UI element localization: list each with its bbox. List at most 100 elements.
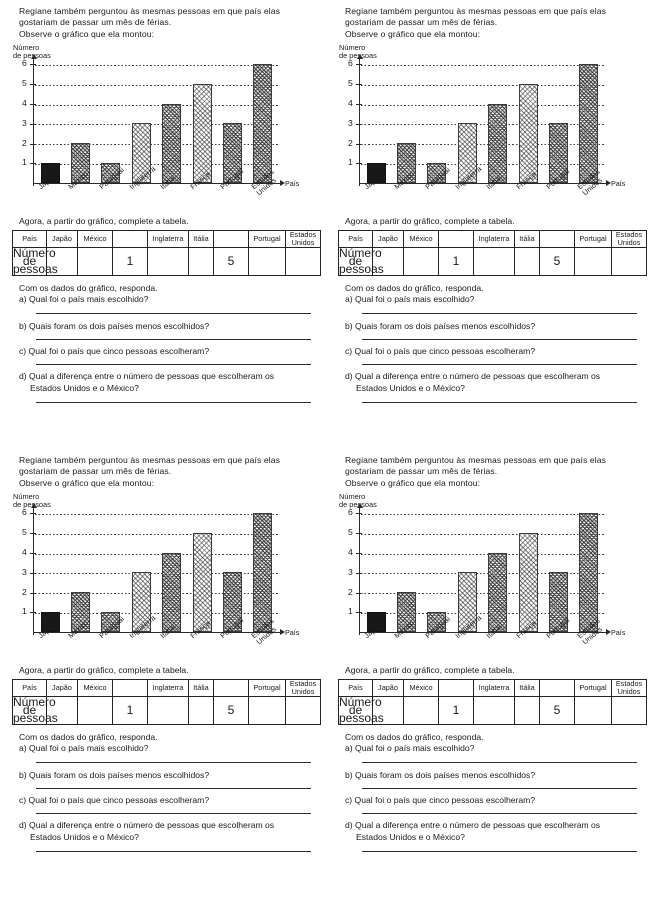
table-blank-cell[interactable] [147, 246, 189, 276]
y-tick-mark [30, 572, 36, 574]
completion-table: País Japão México Inglaterra Itália Portugal E… [338, 678, 647, 725]
answer-line[interactable] [362, 401, 637, 403]
table-header-row: País Japão México Inglaterra Itália Portugal E… [12, 678, 321, 697]
table-filled-cell[interactable]: 5 [213, 246, 249, 276]
y-axis [356, 53, 363, 186]
table-blank-cell[interactable] [147, 695, 189, 725]
y-tick-mark [30, 104, 36, 106]
table-blank-cell[interactable] [77, 246, 113, 276]
table-header-cell: Inglaterra [473, 678, 515, 697]
table-blank-cell[interactable] [473, 695, 515, 725]
table-header-cell [213, 678, 249, 697]
table-blank-cell[interactable] [188, 695, 214, 725]
plot-area: País 1 2 3 4 5 6 [348, 502, 625, 637]
question-text-continuation: Estados Unidos e o México? [30, 382, 139, 393]
answer-line[interactable] [36, 761, 311, 763]
question-block: d) Qual a diferença entre o número de pe… [19, 820, 323, 852]
y-axis-label-line-1: Número [339, 42, 366, 52]
y-tick-mark [30, 143, 36, 145]
y-tick-label: 4 [348, 547, 353, 558]
y-axis-label-line-1: Número [339, 491, 366, 501]
y-tick-mark [356, 64, 362, 66]
table-header-cell [112, 229, 148, 248]
questions-list: a) Qual foi o país mais escolhido? b) Qua… [345, 294, 649, 403]
answer-line[interactable] [362, 850, 637, 852]
answer-line[interactable] [362, 364, 637, 366]
table-blank-cell[interactable] [611, 695, 647, 725]
table-filled-cell[interactable]: 5 [539, 695, 575, 725]
table-header-cell [213, 229, 249, 248]
table-filled-cell[interactable]: 1 [438, 695, 474, 725]
bar-itália [488, 103, 508, 183]
table-header-cell: Japão [46, 229, 78, 248]
gridline [361, 533, 604, 535]
table-blank-cell[interactable] [514, 246, 540, 276]
gridline [361, 64, 604, 66]
table-blank-cell[interactable] [285, 695, 321, 725]
table-blank-cell[interactable] [372, 695, 404, 725]
y-tick-label: 1 [348, 157, 353, 168]
answer-line[interactable] [362, 788, 637, 790]
answer-line[interactable] [36, 364, 311, 366]
bar-inglaterra [457, 572, 477, 632]
table-blank-cell[interactable] [188, 246, 214, 276]
table-filled-cell[interactable]: 5 [213, 695, 249, 725]
table-blank-cell[interactable] [77, 695, 113, 725]
table-header-row: País Japão México Inglaterra Itália Portugal E… [12, 229, 321, 248]
gridline [361, 84, 604, 86]
intro-line-2: gostariam de passar um mês de férias. [19, 17, 172, 28]
table-blank-cell[interactable] [514, 695, 540, 725]
intro-line-1: Regiane também perguntou às mesmas pesso… [19, 455, 280, 465]
bar-itália [488, 552, 508, 632]
y-tick-label: 2 [22, 586, 27, 597]
gridline [361, 124, 604, 126]
answer-line[interactable] [362, 761, 637, 763]
bar-méxico [71, 143, 91, 183]
y-tick-mark [30, 592, 36, 594]
table-filled-cell[interactable]: 1 [438, 246, 474, 276]
answer-line[interactable] [362, 312, 637, 314]
gridline [35, 612, 278, 614]
table-blank-cell[interactable] [473, 246, 515, 276]
questions-section: Com os dados do gráfico, responda. a) Qu… [329, 732, 649, 852]
answer-line[interactable] [362, 813, 637, 815]
gridline [35, 513, 278, 515]
table-filled-cell[interactable]: 1 [112, 246, 148, 276]
answer-line[interactable] [36, 312, 311, 314]
y-tick-mark [30, 123, 36, 125]
table-blank-cell[interactable] [574, 246, 612, 276]
table-blank-cell[interactable] [611, 246, 647, 276]
table-blank-cell[interactable] [248, 246, 286, 276]
answer-line[interactable] [36, 339, 311, 341]
table-blank-cell[interactable] [285, 246, 321, 276]
table-blank-cell[interactable] [248, 695, 286, 725]
questions-section: Com os dados do gráfico, responda. a) Qu… [329, 283, 649, 403]
y-tick-mark [356, 572, 362, 574]
y-tick-mark [30, 553, 36, 555]
answer-line[interactable] [36, 788, 311, 790]
table-blank-cell[interactable] [372, 246, 404, 276]
table-header-cell: Itália [514, 678, 540, 697]
question-text-continuation: Estados Unidos e o México? [356, 831, 465, 842]
bar-estados-unidos [579, 63, 599, 183]
table-filled-cell[interactable]: 1 [112, 695, 148, 725]
table-header-cell: Japão [372, 229, 404, 248]
table-blank-cell[interactable] [574, 695, 612, 725]
table-blank-cell[interactable] [403, 695, 439, 725]
question-text-continuation: Estados Unidos e o México? [356, 382, 465, 393]
question-text: b) Quais foram os dois países menos esco… [345, 320, 536, 331]
answer-line[interactable] [36, 850, 311, 852]
table-blank-cell[interactable] [403, 246, 439, 276]
gridline [35, 104, 278, 106]
table-header-cell: Itália [514, 229, 540, 248]
worksheet-copy-top-left: Regiane também perguntou às mesmas pesso… [3, 2, 323, 444]
bar-inglaterra [457, 123, 477, 183]
answer-line[interactable] [362, 339, 637, 341]
questions-lead: Com os dados do gráfico, responda. [345, 731, 484, 742]
answer-line[interactable] [36, 813, 311, 815]
answer-line[interactable] [36, 401, 311, 403]
table-filled-cell[interactable]: 5 [539, 246, 575, 276]
table-header-cell: País [12, 678, 47, 697]
x-axis [33, 180, 285, 187]
